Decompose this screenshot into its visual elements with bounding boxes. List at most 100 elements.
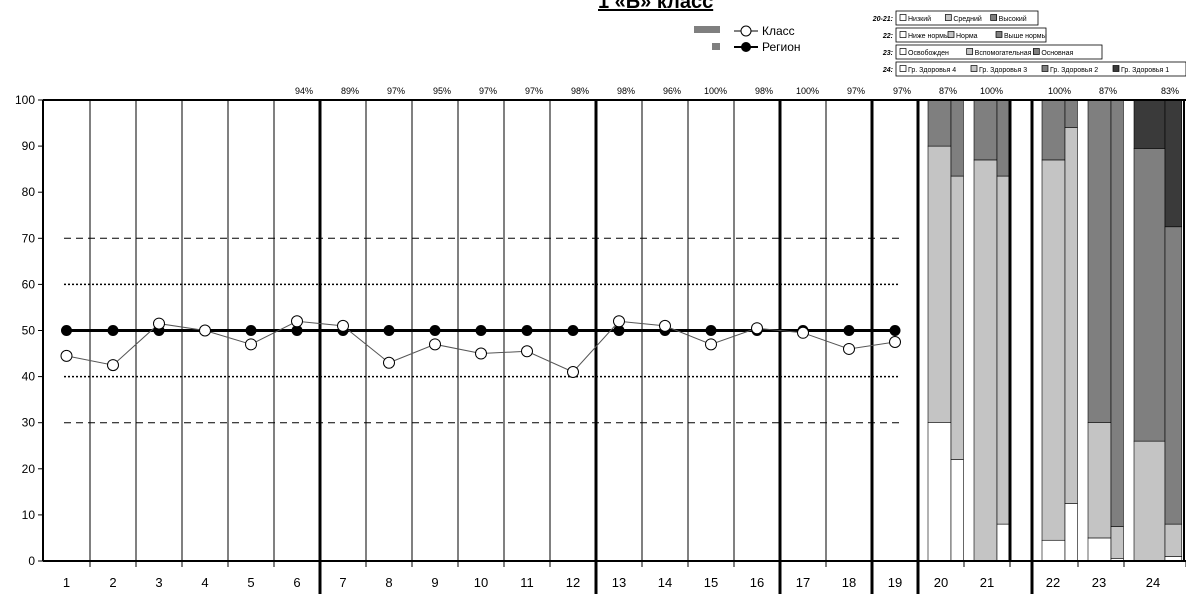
bar-legend-label: Высокий: [999, 15, 1027, 23]
bar-legend-label: Вспомогательная: [975, 50, 1032, 57]
region-point: [613, 325, 625, 336]
x-tick-label: 2: [109, 575, 116, 590]
bar-legend-prefix: 20-21:: [872, 16, 893, 23]
x-tick-label: 4: [201, 575, 208, 590]
region-point: [107, 325, 119, 336]
bar-legend-swatch: [899, 14, 907, 21]
percent-label: 87%: [939, 86, 957, 96]
bar-legend-prefix: 24:: [882, 67, 893, 74]
percent-label: 97%: [525, 86, 543, 96]
bar-legend-swatch: [970, 65, 978, 72]
bar-legend-label: Основная: [1041, 50, 1073, 57]
klass-point: [199, 324, 211, 337]
klass-point: [889, 336, 901, 349]
bar-legend-label: Выше нормы: [1004, 33, 1047, 40]
x-tick-label: 6: [293, 575, 300, 590]
x-tick-label: 17: [796, 575, 810, 590]
percent-label: 97%: [387, 86, 405, 96]
bar-legend-label: Освобожден: [908, 49, 949, 57]
klass-point: [383, 356, 395, 369]
klass-point: [567, 365, 579, 378]
klass-point: [429, 338, 441, 351]
percent-label: 100%: [704, 86, 727, 96]
bar-legend-label: Средний: [953, 15, 982, 23]
x-tick-label: 15: [704, 575, 718, 590]
legend-klass-label: Класс: [762, 24, 795, 38]
bar-segment: [1041, 99, 1066, 161]
bar-legend-label: Ниже нормы: [908, 33, 949, 40]
bar-legend-prefix: 22:: [882, 33, 893, 40]
bar-segment: [1064, 127, 1078, 504]
bar-segment: [1164, 99, 1183, 228]
legend-region-label: Регион: [762, 40, 801, 54]
region-point: [889, 325, 901, 336]
x-tick-label: 14: [658, 575, 672, 590]
y-tick-label: 30: [22, 416, 36, 430]
x-tick-label: 20: [934, 575, 948, 590]
bar-segment: [1110, 99, 1124, 527]
bar-legends: 20-21: Низкий Средний Высокий 22: Ниже нормы Н…: [872, 10, 1186, 77]
x-tick-label: 13: [612, 575, 626, 590]
region-point: [521, 325, 533, 336]
bar-legend-box: [895, 10, 1039, 26]
bar-segment: [1087, 537, 1112, 562]
bar-legend-swatch: [899, 65, 907, 72]
percent-label: 94%: [295, 86, 313, 96]
series-lines: [60, 315, 901, 378]
x-tick-label: 10: [474, 575, 488, 590]
bar-legend-label: Гр. Здоровья 3: [979, 67, 1027, 74]
bar-segment: [1087, 99, 1112, 424]
x-tick-label: 3: [155, 575, 162, 590]
region-point: [705, 325, 717, 336]
klass-point: [153, 317, 165, 330]
bar-segment: [927, 422, 952, 562]
y-tick-label: 40: [22, 370, 36, 384]
bar-segment: [996, 99, 1010, 177]
percent-labels: 94% 89% 97% 95% 97% 97% 98% 98% 96% 100% 98% 100% 97…: [295, 86, 1179, 96]
x-tick-label: 22: [1046, 575, 1060, 590]
percent-label: 98%: [617, 86, 635, 96]
region-point: [475, 325, 487, 336]
y-tick-label: 60: [22, 277, 36, 291]
bar-segment: [1133, 440, 1166, 562]
bar-segment: [1164, 226, 1183, 525]
klass-point: [60, 349, 73, 362]
klass-point: [751, 322, 763, 335]
klass-point: [797, 326, 809, 339]
klass-point: [245, 338, 257, 351]
bar-legend-swatch: [1041, 65, 1049, 72]
x-tick-label: 7: [339, 575, 346, 590]
bar-legend-label: Норма: [956, 33, 978, 40]
percent-label: 87%: [1099, 86, 1117, 96]
bar-segment: [950, 459, 964, 562]
y-tick-label: 100: [15, 93, 35, 107]
bar-legend-swatch: [899, 48, 907, 55]
bar-segment: [1041, 539, 1066, 562]
bar-segment: [927, 99, 952, 147]
klass-point: [475, 347, 487, 360]
klass-point: [613, 315, 625, 328]
bar-legend-swatch: [1112, 65, 1120, 72]
bar-segment: [973, 99, 998, 161]
bar-segment: [973, 159, 998, 562]
bar-segment: [950, 99, 964, 177]
percent-label: 89%: [341, 86, 359, 96]
bar-legend-box: [895, 27, 1047, 43]
y-tick-label: 70: [22, 231, 36, 245]
x-tick-label: 16: [750, 575, 764, 590]
bar-legend-label: Гр. Здоровья 4: [908, 67, 956, 74]
legend-region-marker: [741, 42, 751, 52]
percent-label: 97%: [893, 86, 911, 96]
bar-segment: [1041, 159, 1066, 541]
region-point: [567, 325, 579, 336]
x-tick-label: 12: [566, 575, 580, 590]
bar-legend-swatch: [1032, 48, 1040, 55]
region-point: [291, 325, 303, 336]
bar-segment: [1064, 99, 1078, 128]
y-tick-label: 50: [22, 324, 36, 338]
percent-label: 95%: [433, 86, 451, 96]
klass-point: [521, 345, 533, 358]
x-tick-label: 24: [1146, 575, 1160, 590]
stacked-bars: [927, 99, 1183, 562]
